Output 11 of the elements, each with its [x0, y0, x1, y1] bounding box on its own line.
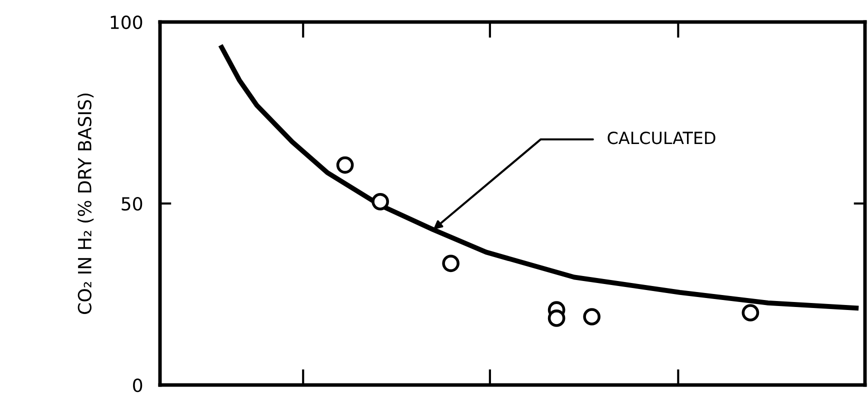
point [442, 254, 460, 272]
y-tick-label: 100 [110, 15, 142, 30]
point [583, 308, 600, 326]
y-tick-label: 0 [133, 378, 142, 392]
point [372, 193, 389, 210]
point [548, 310, 566, 327]
y-axis-title: CO₂ IN H₂ (% DRY BASIS) [78, 94, 94, 314]
annotation: CALCULATED [608, 132, 716, 144]
point [742, 304, 760, 322]
y-tick-label: 50 [122, 196, 142, 211]
point [336, 156, 354, 174]
